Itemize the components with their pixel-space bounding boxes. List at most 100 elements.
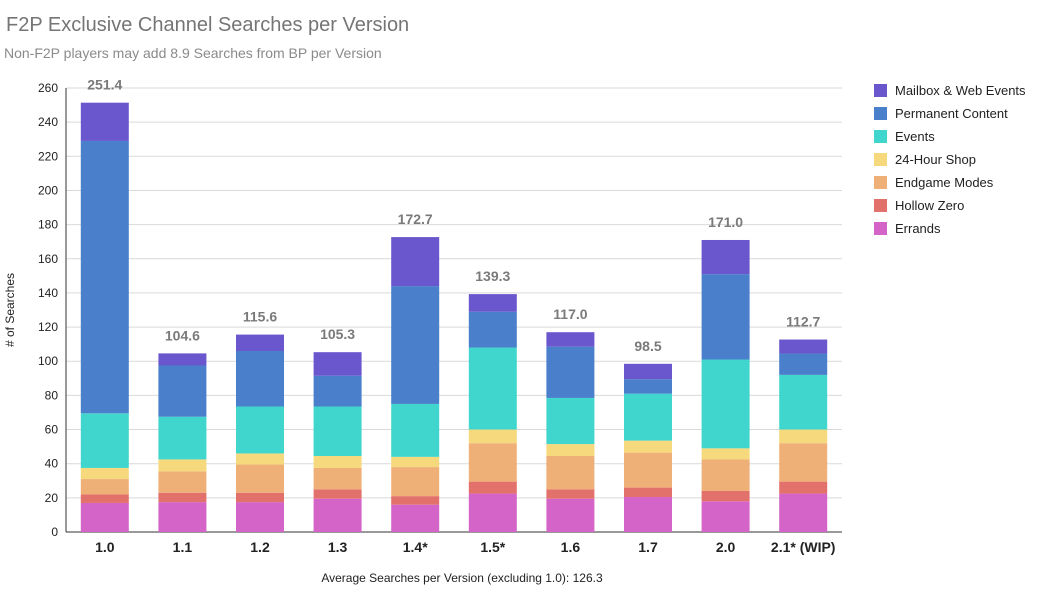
x-tick-label: 2.1* (WIP): [771, 539, 836, 555]
x-tick-label: 1.1: [173, 539, 193, 555]
bar-segment: [468, 443, 517, 482]
bar-segment: [80, 467, 129, 480]
bar-segment: [391, 496, 440, 505]
x-axis-title: Average Searches per Version (excluding …: [321, 571, 603, 585]
y-tick-label: 160: [38, 252, 58, 266]
y-tick-label: 140: [38, 286, 58, 300]
bar-segment: [779, 374, 828, 430]
y-tick-label: 180: [38, 218, 58, 232]
bar-total-label: 117.0: [553, 306, 587, 322]
bar-segment: [236, 464, 284, 493]
bar-segment: [468, 294, 517, 312]
bar-segment: [779, 353, 828, 375]
x-tick-label: 1.6: [561, 539, 581, 555]
bar-segment: [391, 504, 440, 532]
bar-segment: [546, 346, 595, 398]
bar-segment: [701, 501, 750, 532]
bar-segment: [468, 493, 517, 532]
legend-label: Events: [895, 129, 935, 144]
y-tick-label: 120: [38, 320, 58, 334]
bar-segment: [779, 493, 828, 532]
bar-segment: [158, 459, 207, 472]
bar-total-label: 104.6: [165, 327, 200, 343]
legend-swatch: [874, 176, 887, 189]
bar-segment: [546, 456, 595, 490]
bar-segment: [779, 429, 828, 444]
bar-segment: [313, 375, 362, 407]
legend-swatch: [874, 107, 887, 120]
legend-label: Endgame Modes: [895, 175, 994, 190]
bar-segment: [313, 456, 362, 468]
x-tick-label: 1.2: [250, 539, 270, 555]
y-tick-label: 60: [45, 423, 59, 437]
legend-item: Hollow Zero: [874, 194, 1026, 217]
bar-segment: [701, 459, 750, 492]
bar-total-label: 115.6: [243, 309, 277, 325]
bar-segment: [624, 440, 672, 453]
bar-segment: [80, 502, 129, 532]
legend-label: 24-Hour Shop: [895, 152, 976, 167]
y-tick-label: 260: [38, 81, 58, 95]
legend-swatch: [874, 84, 887, 97]
x-tick-label: 1.5*: [480, 539, 505, 555]
bar-segment: [158, 492, 207, 503]
legend-swatch: [874, 199, 887, 212]
bar-segment: [546, 444, 595, 457]
y-axis-title: # of Searches: [3, 273, 17, 347]
bar-segment: [236, 453, 284, 465]
bar-segment: [391, 237, 440, 287]
bar-segment: [546, 332, 595, 347]
bar-total-label: 139.3: [475, 268, 510, 284]
legend-item: Mailbox & Web Events: [874, 79, 1026, 102]
bar-segment: [468, 429, 517, 444]
bar-segment: [468, 311, 517, 348]
bar-segment: [701, 239, 750, 275]
y-tick-label: 0: [51, 525, 58, 539]
bar-segment: [80, 140, 129, 414]
y-tick-label: 240: [38, 115, 58, 129]
bar-total-label: 251.4: [87, 77, 122, 93]
bar-segment: [546, 489, 595, 499]
x-tick-label: 1.3: [328, 539, 348, 555]
bar-segment: [779, 443, 828, 482]
legend-label: Hollow Zero: [895, 198, 965, 213]
x-tick-label: 1.0: [95, 539, 115, 555]
bar-segment: [546, 498, 595, 532]
y-tick-label: 200: [38, 183, 58, 197]
legend-swatch: [874, 130, 887, 143]
legend-item: Errands: [874, 217, 1026, 240]
y-tick-label: 100: [38, 354, 58, 368]
bar-segment: [468, 347, 517, 430]
legend-label: Mailbox & Web Events: [895, 83, 1026, 98]
legend-swatch: [874, 153, 887, 166]
legend-item: Endgame Modes: [874, 171, 1026, 194]
bar-segment: [313, 489, 362, 499]
x-tick-label: 1.7: [638, 539, 658, 555]
bar-segment: [701, 491, 750, 502]
bar-segment: [701, 448, 750, 460]
bar-segment: [313, 467, 362, 490]
y-tick-label: 220: [38, 149, 58, 163]
bar-segment: [779, 339, 828, 354]
bar-segment: [391, 403, 440, 457]
bar-segment: [779, 481, 828, 494]
x-tick-label: 2.0: [716, 539, 736, 555]
bar-segment: [80, 494, 129, 503]
bar-segment: [80, 413, 129, 468]
bar-segment: [701, 359, 750, 449]
legend-label: Permanent Content: [895, 106, 1008, 121]
legend-item: Events: [874, 125, 1026, 148]
legend-item: 24-Hour Shop: [874, 148, 1026, 171]
bar-segment: [624, 487, 672, 497]
bar-total-label: 171.0: [708, 214, 743, 230]
chart-subtitle: Non-F2P players may add 8.9 Searches fro…: [4, 45, 382, 61]
bar-segment: [236, 334, 284, 351]
bar-total-label: 172.7: [398, 211, 433, 227]
y-tick-label: 20: [45, 491, 59, 505]
bar-segment: [624, 393, 672, 441]
bar-total-label: 105.3: [320, 326, 355, 342]
bar-segment: [158, 365, 207, 417]
bar-segment: [80, 479, 129, 495]
bar-total-label: 98.5: [634, 338, 661, 354]
bar-segment: [313, 498, 362, 532]
